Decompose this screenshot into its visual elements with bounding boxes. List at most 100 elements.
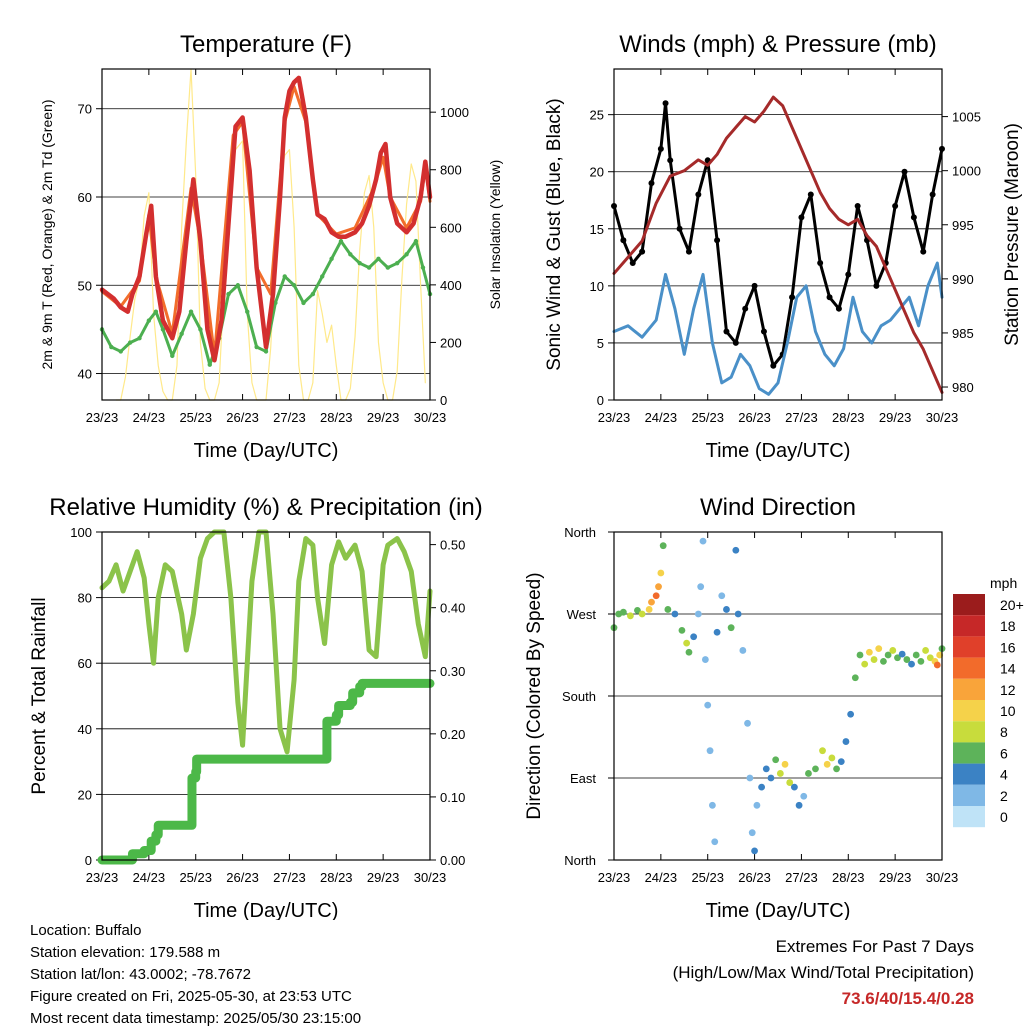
series-gust-point xyxy=(817,260,824,267)
y-tick-label: South xyxy=(562,689,596,704)
y-tick-label: 20 xyxy=(78,787,92,802)
direction-point xyxy=(922,647,929,654)
colorbar-label: 16 xyxy=(1000,639,1016,655)
x-tick-label: 29/23 xyxy=(367,870,400,885)
series-gust-point xyxy=(760,328,767,335)
y-axis-label: Direction (Colored By Speed) xyxy=(524,572,545,819)
direction-point xyxy=(912,651,920,659)
series-gust-point xyxy=(723,328,730,335)
y-tick-label: 20 xyxy=(590,165,604,180)
series-gust-point xyxy=(662,100,669,107)
colorbar-swatch xyxy=(953,636,985,658)
y-tick-label: 5 xyxy=(597,336,604,351)
panel-title: Wind Direction xyxy=(700,494,856,521)
series-2m-td-point xyxy=(146,318,152,323)
direction-point xyxy=(851,674,859,682)
series-2m-td-point xyxy=(366,265,372,270)
series-2m-td-point xyxy=(263,349,269,354)
series-gust-point xyxy=(732,339,739,346)
series-gust-point xyxy=(845,271,852,278)
direction-point xyxy=(865,648,873,656)
series-gust-point xyxy=(910,214,917,221)
extremes-values: 73.6/40/15.4/0.28 xyxy=(841,989,974,1008)
colorbar-label: 8 xyxy=(1000,724,1008,740)
colorbar-swatch xyxy=(953,784,985,806)
direction-point xyxy=(619,608,627,616)
direction-point xyxy=(652,592,660,600)
x-tick-label: 28/23 xyxy=(320,410,353,425)
colorbar-label: 12 xyxy=(1000,682,1016,698)
direction-point xyxy=(812,765,819,773)
y-tick-label: 60 xyxy=(78,190,92,205)
y2-tick-label: 800 xyxy=(440,163,462,178)
direction-point xyxy=(758,783,765,791)
direction-point xyxy=(638,610,646,618)
direction-point xyxy=(791,783,798,791)
direction-point xyxy=(671,610,679,618)
x-tick-label: 28/23 xyxy=(832,870,865,885)
direction-point xyxy=(903,656,911,663)
plot-border xyxy=(613,531,943,861)
direction-point xyxy=(926,654,934,662)
direction-point xyxy=(701,656,709,663)
series-2m-td-point xyxy=(376,256,381,261)
direction-point xyxy=(767,774,775,782)
series-gust-point xyxy=(751,282,758,289)
series-gust-point xyxy=(789,294,796,301)
series-gust-point xyxy=(657,145,664,152)
series-2m-td-point xyxy=(170,353,175,359)
direction-point xyxy=(627,612,634,620)
direction-point xyxy=(819,747,826,755)
colorbar-swatch xyxy=(953,721,985,743)
x-tick-label: 24/23 xyxy=(133,870,166,885)
direction-point xyxy=(690,633,698,641)
panel-title: Relative Humidity (%) & Precipitation (i… xyxy=(49,494,482,521)
direction-point xyxy=(709,801,716,809)
colorbar-label: 0 xyxy=(1000,809,1008,825)
y-tick-label: 15 xyxy=(590,222,604,237)
x-tick-label: 24/23 xyxy=(133,410,166,425)
direction-point xyxy=(657,569,665,577)
direction-point xyxy=(634,606,641,614)
series-gust-point xyxy=(920,248,927,255)
direction-point xyxy=(805,770,812,777)
y2-axis-label: Solar Insolation (Yellow) xyxy=(487,160,503,310)
series-gust-point xyxy=(770,362,777,369)
direction-point xyxy=(727,624,735,632)
y2-tick-label: 1005 xyxy=(952,110,981,125)
figure-canvas: Temperature (F) 23/23 24/23 25/23 26/23 27/23… xyxy=(29,31,1024,920)
series-gust-point xyxy=(901,168,908,175)
panel-4: Wind Direction 23/23 24/23 25/23 26/23 27/23 2… xyxy=(524,494,958,920)
y2-tick-label: 0.00 xyxy=(440,853,465,868)
latlon-text: Station lat/lon: 43.0002; -78.7672 xyxy=(30,966,252,983)
colorbar-label: 10 xyxy=(1000,703,1016,719)
direction-point xyxy=(664,606,672,613)
x-tick-label: 26/23 xyxy=(226,870,259,885)
x-tick-label: 27/23 xyxy=(273,870,306,885)
x-tick-label: 23/23 xyxy=(598,870,631,885)
series-2m-td-point xyxy=(127,340,133,345)
series-2m-td-point xyxy=(385,265,391,270)
y2-tick-label: 0.50 xyxy=(440,538,465,553)
direction-point xyxy=(683,639,691,647)
direction-point xyxy=(746,774,754,782)
series-gust-point xyxy=(629,260,636,267)
series-2m-td-point xyxy=(226,291,231,297)
direction-point xyxy=(694,610,702,618)
y-tick-label: East xyxy=(570,771,596,786)
series-gust-point xyxy=(826,294,833,301)
y2-tick-label: 0.20 xyxy=(440,727,465,742)
colorbar-swatch xyxy=(953,763,985,785)
colorbar: mph 20+ 18 16 14 12 10 8 6 4 2 0 xyxy=(953,575,1024,828)
direction-point xyxy=(933,661,941,669)
panel-3: Relative Humidity (%) & Precipitation (i… xyxy=(29,494,483,920)
direction-point xyxy=(655,583,662,591)
created-text: Figure created on Fri, 2025-05-30, at 23… xyxy=(30,988,352,1005)
direction-point xyxy=(648,598,655,606)
y2-tick-label: 0.40 xyxy=(440,601,465,616)
series-2m-td-point xyxy=(137,336,142,341)
series-2m-td-point xyxy=(254,344,259,350)
series-2m-td-point xyxy=(188,309,194,314)
direction-point xyxy=(704,701,712,709)
series-2m-td-point xyxy=(310,291,316,297)
